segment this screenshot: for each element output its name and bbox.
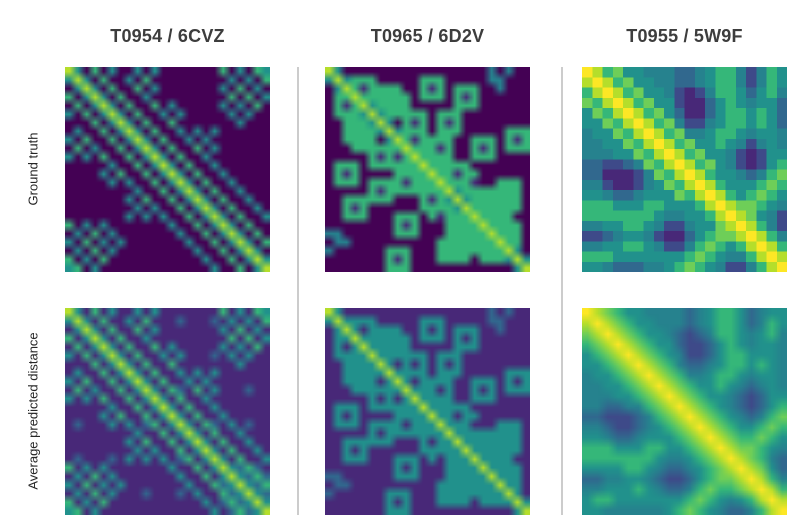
- heatmap-predicted-t0955: [582, 308, 787, 515]
- column-header-t0965: T0965 / 6D2V: [370, 26, 485, 46]
- heatmap-predicted-t0965: [325, 308, 530, 515]
- row-label-ground-truth: Ground truth: [25, 132, 41, 206]
- heatmap-predicted-t0954: [65, 308, 270, 515]
- column-header-t0955: T0955 / 5W9F: [626, 26, 743, 46]
- heatmap-ground-truth-t0955: [582, 67, 787, 272]
- row-label-average-predicted-distance: Average predicted distance: [25, 332, 41, 490]
- column-separator-2: [561, 67, 563, 515]
- column-separator-1: [297, 67, 299, 515]
- heatmap-ground-truth-t0954: [65, 67, 270, 272]
- column-header-t0954: T0954 / 6CVZ: [110, 26, 225, 46]
- heatmap-ground-truth-t0965: [325, 67, 530, 272]
